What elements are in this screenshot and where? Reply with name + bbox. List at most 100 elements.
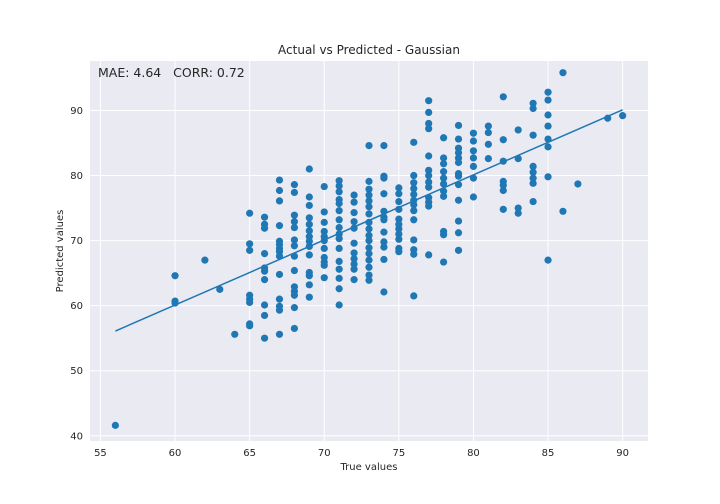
data-point xyxy=(365,256,373,264)
data-point xyxy=(246,209,254,217)
data-point xyxy=(544,135,552,143)
data-point xyxy=(529,99,537,107)
data-point xyxy=(275,186,284,195)
data-point xyxy=(439,168,448,176)
data-point xyxy=(529,104,537,113)
data-point xyxy=(425,108,433,117)
data-point xyxy=(410,138,418,146)
data-point xyxy=(335,274,343,282)
data-point xyxy=(544,173,552,181)
data-point xyxy=(320,274,328,282)
data-point xyxy=(335,244,343,252)
data-point xyxy=(335,177,343,185)
x-tick-label: 75 xyxy=(392,448,405,459)
data-point xyxy=(454,135,463,143)
data-point xyxy=(275,306,284,314)
data-point xyxy=(410,207,418,215)
data-point xyxy=(439,192,448,200)
data-point xyxy=(335,199,343,208)
data-point xyxy=(350,209,358,217)
data-point xyxy=(395,225,403,233)
data-point xyxy=(484,128,492,137)
data-point xyxy=(469,147,478,155)
data-point xyxy=(260,311,269,320)
data-point xyxy=(454,121,463,130)
data-point xyxy=(439,154,448,162)
data-point xyxy=(246,246,254,254)
data-point xyxy=(425,251,433,259)
data-point xyxy=(335,257,343,266)
data-point xyxy=(335,223,343,232)
data-point xyxy=(365,210,373,218)
data-point xyxy=(216,285,224,293)
data-point xyxy=(260,334,269,342)
data-point xyxy=(290,252,299,260)
data-point xyxy=(454,149,463,157)
data-point xyxy=(320,208,328,216)
data-point xyxy=(425,171,433,180)
data-point xyxy=(290,324,299,333)
data-point xyxy=(395,215,403,223)
data-point xyxy=(544,122,552,130)
data-point xyxy=(380,238,388,246)
x-tick-label: 85 xyxy=(542,448,555,459)
data-point xyxy=(350,276,358,284)
data-point xyxy=(246,298,254,307)
data-point xyxy=(469,162,478,171)
data-point xyxy=(335,285,343,293)
data-point xyxy=(499,181,507,189)
data-point xyxy=(425,202,433,210)
data-point xyxy=(380,228,388,236)
data-point xyxy=(365,250,373,258)
y-tick-label: 40 xyxy=(70,431,83,442)
data-point xyxy=(365,203,373,211)
data-point xyxy=(544,96,552,104)
data-point xyxy=(246,322,254,330)
data-point xyxy=(454,181,463,189)
data-point xyxy=(365,244,373,252)
data-point xyxy=(350,218,358,226)
data-point xyxy=(350,260,358,268)
data-point xyxy=(425,119,433,128)
y-tick-label: 90 xyxy=(70,106,83,117)
data-point xyxy=(231,330,239,338)
data-point xyxy=(275,270,284,279)
data-point xyxy=(469,154,478,162)
data-point xyxy=(395,197,403,206)
data-point xyxy=(365,225,373,233)
data-point xyxy=(454,246,463,254)
data-point xyxy=(514,204,522,212)
x-tick-label: 70 xyxy=(318,448,331,459)
data-point xyxy=(425,166,433,174)
data-point xyxy=(395,230,403,238)
data-point xyxy=(365,177,373,185)
data-point xyxy=(499,205,507,213)
data-point xyxy=(171,272,179,280)
data-point xyxy=(439,160,448,168)
data-point xyxy=(484,140,492,148)
data-point xyxy=(260,276,269,284)
data-point xyxy=(439,258,448,266)
data-point xyxy=(305,293,313,301)
data-point xyxy=(469,137,478,145)
y-tick-label: 60 xyxy=(70,301,83,312)
data-point xyxy=(439,174,448,182)
data-point xyxy=(410,184,418,193)
data-point xyxy=(410,292,418,300)
data-point xyxy=(469,129,478,137)
data-point xyxy=(439,134,448,142)
data-point xyxy=(410,179,418,187)
data-point xyxy=(529,131,537,139)
data-point xyxy=(380,190,388,198)
data-point xyxy=(111,421,119,429)
data-point xyxy=(514,126,522,134)
data-point xyxy=(260,250,269,258)
data-point xyxy=(246,240,254,248)
data-point xyxy=(469,174,478,182)
data-point xyxy=(425,152,433,160)
data-point xyxy=(275,222,284,230)
data-point xyxy=(275,252,284,260)
data-point xyxy=(171,299,179,307)
data-point xyxy=(365,218,373,226)
